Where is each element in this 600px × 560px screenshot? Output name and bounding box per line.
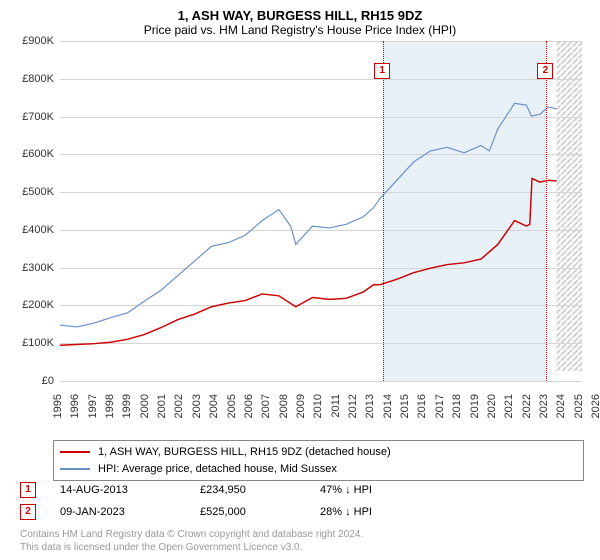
x-tick-label: 1999 (121, 394, 133, 418)
x-tick-label: 1998 (104, 394, 116, 418)
x-tick-label: 2003 (191, 394, 203, 418)
x-tick-label: 2013 (364, 394, 376, 418)
y-tick-label: £900K (22, 35, 54, 47)
y-axis: £0£100K£200K£300K£400K£500K£600K£700K£80… (8, 41, 58, 381)
footer-line1: Contains HM Land Registry data © Crown c… (20, 528, 584, 541)
x-tick-label: 2006 (243, 394, 255, 418)
x-tick-label: 2024 (555, 394, 567, 418)
x-tick-label: 2004 (208, 394, 220, 418)
x-tick-label: 2021 (503, 394, 515, 418)
transaction-diff: 28% ↓ HPI (320, 506, 420, 518)
transaction-row: 1 14-AUG-2013£234,95047% ↓ HPI (16, 480, 584, 502)
transaction-table: 1 14-AUG-2013£234,95047% ↓ HPI 2 09-JAN-202… (16, 480, 584, 524)
transaction-date: 09-JAN-2023 (60, 506, 200, 518)
x-tick-label: 1995 (52, 394, 64, 418)
legend-swatch (60, 468, 90, 470)
x-tick-label: 2011 (330, 394, 342, 418)
x-tick-label: 2000 (139, 394, 151, 418)
footer-attribution: Contains HM Land Registry data © Crown c… (20, 528, 584, 554)
x-tick-label: 2017 (434, 394, 446, 418)
y-tick-label: £200K (22, 299, 54, 311)
x-tick-label: 2020 (486, 394, 498, 418)
transaction-marker: 2 (20, 504, 36, 520)
legend-label: 1, ASH WAY, BURGESS HILL, RH15 9DZ (deta… (98, 444, 391, 461)
y-tick-label: £600K (22, 148, 54, 160)
x-tick-label: 2018 (451, 394, 463, 418)
x-tick-label: 2019 (469, 394, 481, 418)
y-tick-label: £0 (42, 375, 54, 387)
x-tick-label: 2026 (590, 394, 600, 418)
y-tick-label: £400K (22, 224, 54, 236)
transaction-marker: 1 (20, 482, 36, 498)
transaction-date: 14-AUG-2013 (60, 484, 200, 496)
x-tick-label: 2023 (538, 394, 550, 418)
marker-line-2 (546, 41, 547, 381)
transaction-price: £234,950 (200, 484, 320, 496)
x-tick-label: 2001 (156, 394, 168, 418)
x-tick-label: 2009 (295, 394, 307, 418)
y-tick-label: £100K (22, 337, 54, 349)
legend-swatch (60, 451, 90, 453)
transaction-row: 2 09-JAN-2023£525,00028% ↓ HPI (16, 502, 584, 524)
chart-plot-area: £0£100K£200K£300K£400K£500K£600K£700K£80… (60, 41, 582, 381)
x-tick-label: 2014 (382, 394, 394, 418)
chart-title: 1, ASH WAY, BURGESS HILL, RH15 9DZ (8, 8, 592, 23)
transaction-price: £525,000 (200, 506, 320, 518)
transaction-diff: 47% ↓ HPI (320, 484, 420, 496)
x-tick-label: 1996 (69, 394, 81, 418)
marker-box-1: 1 (374, 63, 390, 79)
y-tick-label: £300K (22, 262, 54, 274)
legend-label: HPI: Average price, detached house, Mid … (98, 461, 337, 478)
x-tick-label: 2016 (416, 394, 428, 418)
y-tick-label: £800K (22, 73, 54, 85)
y-tick-label: £500K (22, 186, 54, 198)
legend-item: 1, ASH WAY, BURGESS HILL, RH15 9DZ (deta… (60, 444, 577, 461)
chart-subtitle: Price paid vs. HM Land Registry's House … (8, 23, 592, 37)
x-tick-label: 2005 (226, 394, 238, 418)
x-axis: 1995 1996 1997 1998 1999 2000 2001 2002 2003 2004… (52, 390, 590, 440)
x-tick-label: 2002 (173, 394, 185, 418)
x-tick-label: 2008 (278, 394, 290, 418)
x-tick-label: 2010 (312, 394, 324, 418)
x-tick-label: 1997 (87, 394, 99, 418)
footer-line2: This data is licensed under the Open Gov… (20, 541, 584, 554)
legend-item: HPI: Average price, detached house, Mid … (60, 461, 577, 478)
marker-box-2: 2 (537, 63, 553, 79)
x-tick-label: 2012 (347, 394, 359, 418)
y-tick-label: £700K (22, 111, 54, 123)
legend: 1, ASH WAY, BURGESS HILL, RH15 9DZ (deta… (53, 440, 584, 481)
x-tick-label: 2015 (399, 394, 411, 418)
marker-line-1 (383, 41, 384, 381)
x-tick-label: 2022 (521, 394, 533, 418)
x-tick-label: 2007 (260, 394, 272, 418)
x-tick-label: 2025 (573, 394, 585, 418)
chart-series (60, 41, 582, 371)
